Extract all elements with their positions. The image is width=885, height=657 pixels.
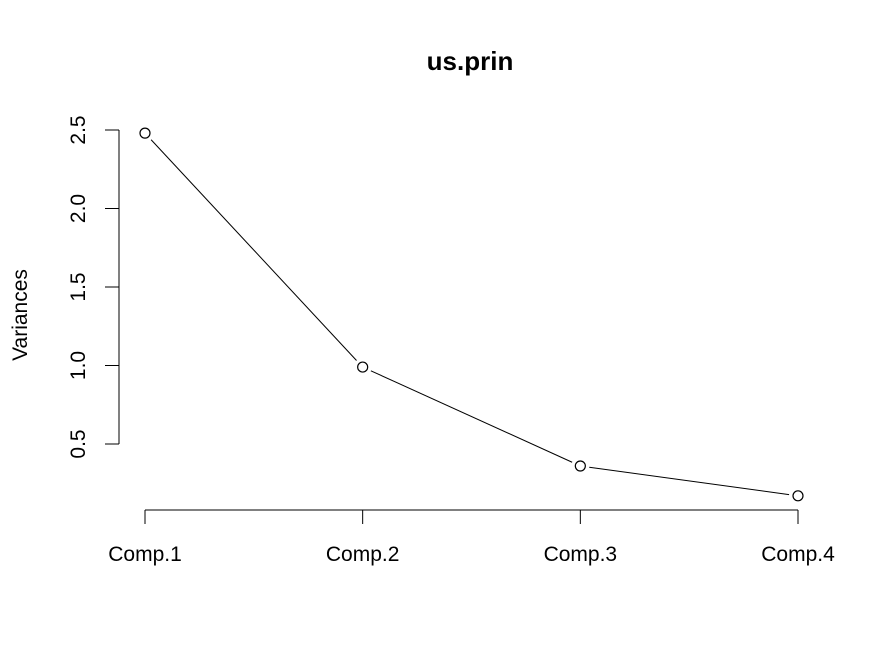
y-tick-label: 0.5 — [67, 429, 90, 458]
x-tick-label: Comp.1 — [108, 543, 182, 566]
x-axis-ticks: Comp.1 Comp.2 Comp.3 Comp.4 — [108, 510, 835, 566]
variance-series — [139, 127, 804, 502]
x-tick-label: Comp.2 — [326, 543, 400, 566]
y-axis-label: Variances — [9, 269, 32, 361]
series-line-segment — [370, 370, 573, 463]
data-point — [574, 460, 586, 472]
y-tick-label: 2.0 — [67, 194, 90, 223]
y-tick-label: 1.0 — [67, 351, 90, 380]
y-tick-label: 1.5 — [67, 272, 90, 301]
y-tick-label: 2.5 — [67, 115, 90, 144]
y-axis-ticks: 0.5 1.0 1.5 2.0 2.5 — [67, 115, 119, 459]
x-tick-label: Comp.4 — [761, 543, 835, 566]
x-tick-label: Comp.3 — [544, 543, 618, 566]
series-line-segment — [589, 466, 790, 496]
data-point — [792, 490, 804, 502]
series-line-segment — [150, 139, 357, 361]
data-point — [357, 361, 369, 373]
chart-title: us.prin — [427, 46, 514, 76]
data-point — [139, 127, 151, 139]
